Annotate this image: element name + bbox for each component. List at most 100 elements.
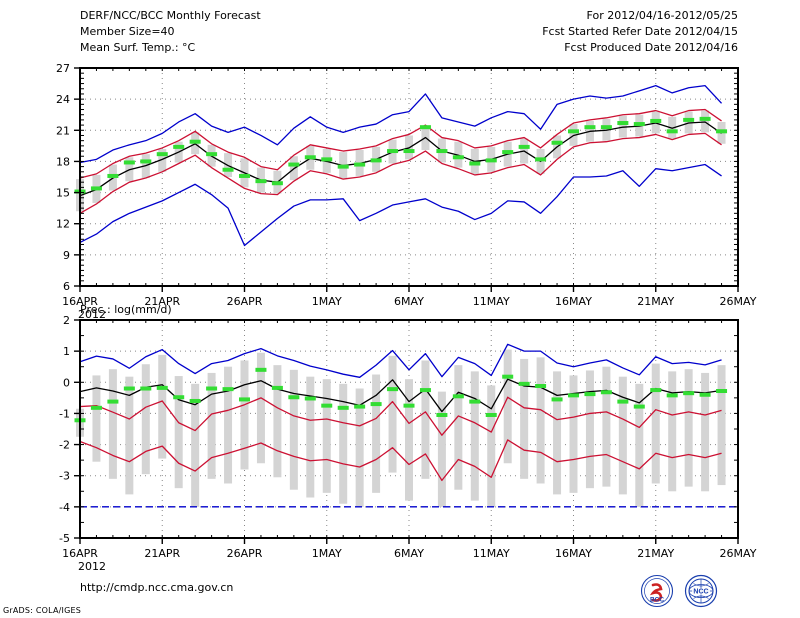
observed-marker	[568, 393, 579, 398]
ensemble-spread-bar	[191, 383, 200, 507]
observed-marker	[485, 412, 497, 417]
series-upper-quartile	[79, 396, 722, 436]
ensemble-spread-bar	[256, 352, 265, 464]
observed-marker	[650, 388, 662, 393]
ensemble-spread-bar	[503, 349, 512, 464]
observed-marker	[419, 388, 431, 393]
observed-marker	[436, 412, 448, 417]
ensemble-spread-bar	[355, 388, 364, 507]
ensemble-spread-bar	[520, 358, 529, 479]
ensemble-spread-bar	[273, 365, 282, 478]
observed-marker	[337, 405, 349, 410]
observed-marker	[206, 152, 218, 157]
produced-date: Fcst Produced Date 2012/04/16	[564, 41, 738, 54]
forecast-period: For 2012/04/16-2012/05/25	[586, 9, 738, 22]
observed-marker	[600, 390, 612, 395]
xtick-label: 6MAY	[394, 295, 424, 308]
observed-marker	[650, 118, 662, 123]
observed-marker	[107, 173, 119, 178]
observed-marker	[123, 160, 135, 165]
observed-marker	[222, 167, 234, 172]
observed-marker	[370, 158, 382, 163]
observed-marker	[617, 399, 629, 404]
observed-marker	[271, 385, 283, 390]
ytick-label: -3	[59, 470, 70, 483]
observed-marker	[222, 387, 234, 392]
observed-marker	[288, 395, 300, 400]
xtick-label: 26MAY	[720, 295, 757, 308]
observed-marker	[354, 404, 366, 409]
ensemble-spread-bar	[470, 371, 479, 501]
observed-marker	[716, 129, 728, 134]
xtick-label: 21MAY	[637, 295, 674, 308]
observed-marker	[239, 173, 250, 178]
series-ensemble-mean	[79, 378, 722, 413]
series-lower-quartile	[79, 132, 722, 214]
ensemble-spread-bar	[635, 383, 644, 507]
series-upper-quartile	[79, 108, 722, 179]
observed-marker	[436, 149, 448, 154]
ytick-label: 6	[63, 280, 70, 293]
ensemble-spread-bar	[668, 371, 677, 492]
ytick-label: 1	[63, 345, 70, 358]
observed-marker	[189, 398, 201, 403]
observed-marker	[469, 161, 481, 166]
member-size-label: Member Size=40	[80, 25, 175, 38]
observed-marker	[584, 125, 596, 130]
xtick-label: 21APR	[144, 547, 180, 560]
ensemble-spread-bar	[224, 366, 233, 484]
series-ensemble-max	[79, 84, 723, 164]
ytick-label: 24	[56, 93, 70, 106]
observed-marker	[206, 386, 218, 391]
svg-text:BCC: BCC	[650, 597, 664, 604]
xtick-label: 16APR	[62, 295, 98, 308]
ensemble-spread-bar	[240, 360, 249, 470]
ytick-label: 0	[63, 376, 70, 389]
xtick-label: 1MAY	[312, 295, 342, 308]
ensemble-spread-bar	[536, 357, 545, 484]
ytick-label: -1	[59, 407, 70, 420]
year-label: 2012	[78, 560, 106, 573]
ensemble-spread-bar	[454, 365, 463, 490]
observed-marker	[90, 186, 102, 191]
ensemble-spread-bar	[602, 366, 611, 487]
observed-marker	[419, 125, 431, 130]
observed-marker	[173, 144, 185, 149]
observed-marker	[304, 396, 316, 401]
observed-marker	[683, 117, 695, 122]
xtick-label: 11MAY	[473, 295, 510, 308]
observed-marker	[321, 403, 333, 408]
ensemble-spread-bar	[421, 360, 430, 479]
ensemble-spread-bar	[553, 371, 562, 495]
observed-marker	[387, 149, 399, 154]
observed-marker	[156, 152, 168, 157]
precip-unit-label: Prec.: log(mm/d)	[80, 303, 172, 316]
observed-marker	[288, 162, 300, 167]
observed-marker	[403, 149, 415, 154]
ytick-label: 9	[63, 249, 70, 262]
observed-marker	[666, 393, 678, 398]
ytick-label: 21	[56, 124, 70, 137]
series-ensemble-min	[79, 163, 722, 247]
observed-marker	[156, 385, 168, 390]
ensemble-spread-bar	[339, 383, 348, 504]
ytick-label: 2	[63, 314, 70, 327]
ensemble-spread-bar	[108, 369, 117, 479]
observed-marker	[568, 129, 579, 134]
observed-marker	[666, 129, 678, 134]
xtick-label: 16APR	[62, 547, 98, 560]
observed-marker	[716, 389, 728, 394]
observed-marker-group	[74, 116, 728, 194]
observed-marker	[337, 164, 349, 169]
ensemble-spread-bar	[92, 375, 101, 462]
observed-marker	[518, 381, 530, 386]
ensemble-spread-bar	[306, 376, 315, 498]
temp-unit-label: Mean Surf. Temp.: °C	[80, 41, 196, 54]
observed-marker	[617, 121, 629, 126]
xtick-label: 26APR	[227, 547, 263, 560]
xtick-label: 11MAY	[473, 547, 510, 560]
website-url[interactable]: http://cmdp.ncc.cma.gov.cn	[80, 581, 234, 594]
series-lower-quartile	[79, 439, 722, 482]
ensemble-spread-bar	[405, 379, 413, 501]
